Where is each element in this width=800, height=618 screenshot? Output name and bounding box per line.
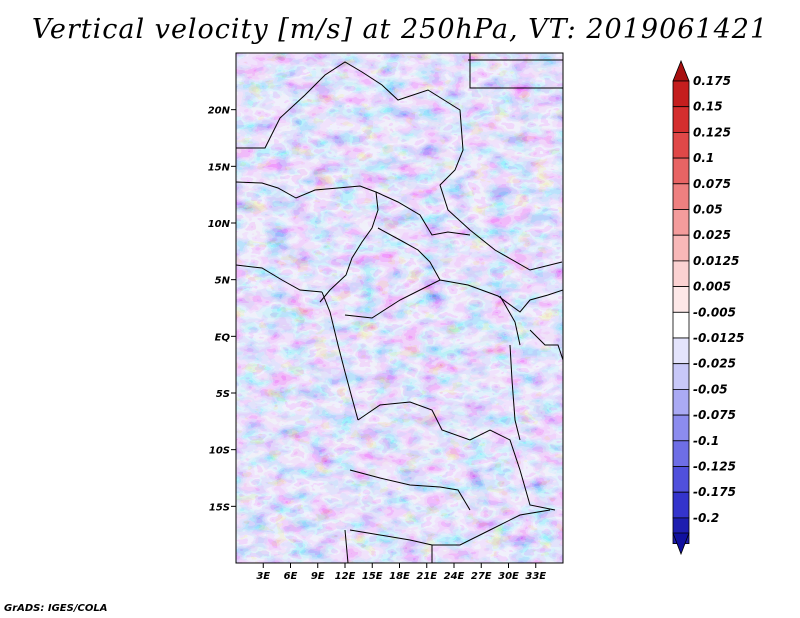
lat-tick-label: 20N [208,106,231,117]
colorbar-label: 0.1 [693,151,714,165]
colorbar-label: -0.005 [693,305,736,319]
colorbar-label: -0.0125 [693,331,744,345]
colorbar-swatch [672,131,690,159]
colorbar-swatch [672,466,690,493]
colorbar-label: -0.025 [693,357,736,371]
colorbar-label: 0.125 [693,125,731,139]
colorbar-label: 0.175 [693,74,731,88]
lat-tick-label: 10S [209,446,230,457]
lon-tick-label: 3E [256,571,270,582]
colorbar-swatch [672,286,690,313]
colorbar-label: -0.075 [693,408,736,422]
lat-tick-label: 10N [208,219,231,230]
grads-credit: GrADS: IGES/COLA [4,603,108,614]
map-title: Vertical velocity [m/s] at 250hPa, VT: 2… [31,14,769,45]
colorbar-swatch [672,311,690,339]
country-borders [236,53,563,563]
colorbar-label: 0.025 [693,228,731,242]
lon-tick-label: 27E [471,571,492,582]
lon-tick-label: 24E [444,571,465,582]
colorbar-top-arrow [672,59,690,82]
lon-tick-label: 33E [525,571,546,582]
colorbar-swatch [672,440,690,467]
colorbar-swatch [672,157,690,185]
colorbar-swatch [672,388,690,416]
colorbar: 0.175 0.15 0.125 0.1 0.075 0.05 0.025 0.0125 0.0… [672,59,744,556]
lon-tick-label: 21E [416,571,437,582]
lon-tick-label: 9E [311,571,325,582]
colorbar-swatch [672,106,690,133]
colorbar-swatch [672,337,690,365]
velocity-field [236,53,563,563]
longitude-axis: 3E 6E 9E 12E 15E 18E 21E 24E 27E 30E 33E [256,563,546,582]
colorbar-label: -0.175 [693,485,736,499]
colorbar-swatch [672,209,690,236]
colorbar-label: -0.05 [693,382,728,396]
colorbar-label: 0.075 [693,177,731,191]
lon-tick-label: 15E [362,571,383,582]
lat-tick-label: 5N [215,276,231,287]
lon-tick-label: 30E [498,571,519,582]
colorbar-label: 0.0125 [693,254,739,268]
colorbar-label: 0.005 [693,280,731,294]
lon-tick-label: 6E [284,571,298,582]
lat-tick-label: 5S [216,389,230,400]
latitude-axis: 20N 15N 10N 5N EQ 5S 10S 15S [208,106,236,513]
lat-tick-label: 15N [208,162,231,173]
colorbar-label: -0.125 [693,460,736,474]
colorbar-swatch [672,183,690,210]
colorbar-swatch [672,414,690,442]
lon-tick-label: 18E [389,571,410,582]
colorbar-swatch [672,491,690,519]
colorbar-swatch [672,234,690,262]
colorbar-swatch [672,80,690,108]
colorbar-swatch [672,260,690,287]
colorbar-bottom-arrow [672,532,690,556]
colorbar-swatch [672,363,690,390]
colorbar-label: 0.05 [693,203,723,217]
lat-tick-label: EQ [215,332,231,343]
colorbar-label: 0.15 [693,100,723,114]
colorbar-label: -0.2 [693,511,719,525]
lon-tick-label: 12E [335,571,356,582]
colorbar-label: -0.1 [693,434,719,448]
lat-tick-label: 15S [209,502,230,513]
